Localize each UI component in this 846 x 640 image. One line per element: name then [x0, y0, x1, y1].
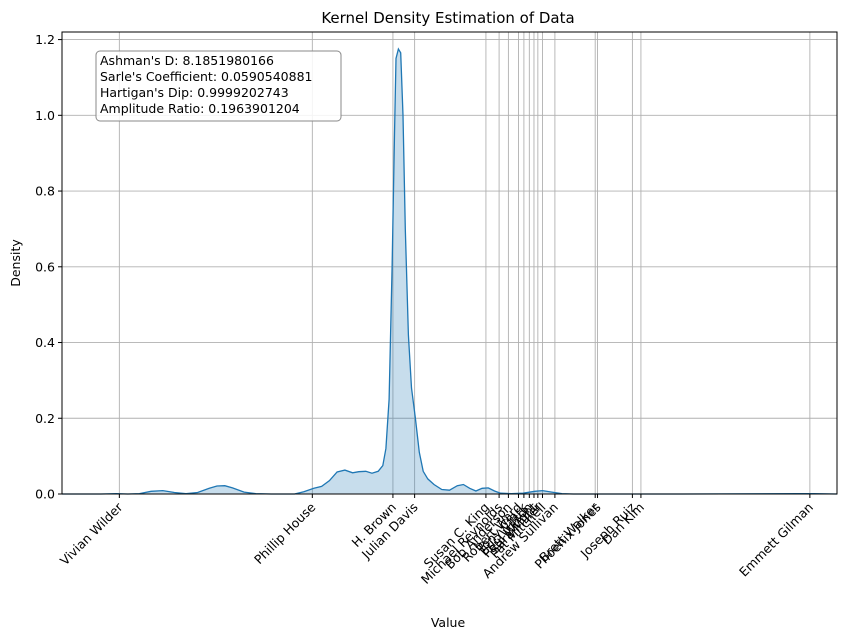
y-tick-label: 1.0: [35, 108, 55, 123]
y-tick-label: 0.2: [35, 411, 55, 426]
y-tick-label: 0.0: [35, 487, 55, 502]
stats-line: Ashman's D: 8.1851980166: [100, 53, 274, 68]
x-gridlines: [118, 32, 811, 494]
x-axis-title: Value: [431, 615, 466, 630]
y-axis-title: Density: [8, 239, 23, 287]
stats-box-background: [95, 50, 342, 122]
stats-line: Hartigan's Dip: 0.9999202743: [100, 85, 289, 100]
chart-title: Kernel Density Estimation of Data: [321, 9, 574, 27]
y-axis-ticks: 0.0 0.2 0.4 0.6 0.8 1.0 1.2: [35, 32, 62, 502]
y-tick-label: 1.2: [35, 32, 55, 47]
y-tick-label: 0.8: [35, 184, 55, 199]
stats-line: Sarle's Coefficient: 0.0590540881: [100, 69, 312, 84]
plot-frame: [61, 31, 838, 495]
stats-line: Amplitude Ratio: 0.1963901204: [100, 101, 300, 116]
y-tick-label: 0.4: [35, 335, 55, 350]
y-tick-label: 0.6: [35, 259, 55, 274]
